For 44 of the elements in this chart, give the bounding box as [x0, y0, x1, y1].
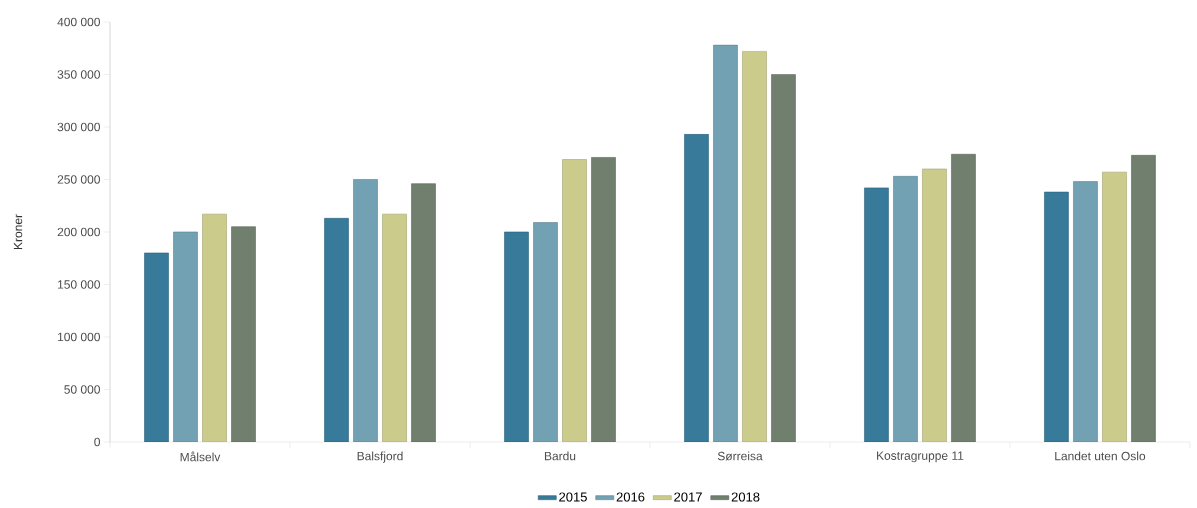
bar	[353, 179, 378, 442]
bar	[411, 183, 436, 442]
bar	[1131, 155, 1156, 442]
bar	[951, 153, 976, 442]
y-tick-label: 0	[94, 437, 101, 447]
legend-label: 2015	[559, 492, 587, 502]
bar	[173, 231, 198, 442]
legend-label: 2017	[674, 492, 702, 502]
bar	[504, 231, 529, 442]
bar	[202, 213, 227, 442]
bar	[713, 44, 738, 442]
bar	[1044, 191, 1069, 442]
x-tick-label: Bardu	[544, 451, 576, 461]
y-tick-label: 100 000	[58, 332, 100, 342]
y-tick-label: 400 000	[57, 17, 100, 27]
x-tick-label: Sørreisa	[717, 451, 763, 461]
bar	[562, 159, 587, 442]
y-tick-label: 350 000	[57, 70, 100, 79]
x-tick-label: Balsfjord	[357, 451, 403, 463]
y-tick-label: 250 000	[57, 175, 100, 184]
x-tick-label: Landet uten Oslo	[1055, 451, 1146, 461]
bar	[684, 134, 709, 442]
y-tick-label: 50 000	[64, 385, 100, 394]
bar	[771, 74, 796, 442]
y-axis-title: Kroner	[13, 214, 23, 250]
bar	[1073, 181, 1098, 442]
x-tick-label: Kostragruppe 11	[877, 451, 964, 463]
bar	[591, 157, 616, 442]
bar	[324, 218, 349, 442]
y-tick-label: 300 000	[57, 122, 100, 132]
bar	[922, 168, 947, 442]
bar	[533, 222, 558, 442]
y-tick-label: 200 000	[57, 227, 100, 237]
bar	[893, 176, 918, 442]
legend-label: 2016	[616, 492, 645, 502]
bar	[144, 252, 169, 442]
bar	[1102, 171, 1127, 442]
bar	[742, 51, 767, 442]
legend-label: 2018	[731, 492, 760, 502]
bar	[864, 187, 889, 442]
bar	[231, 226, 256, 442]
bar	[382, 213, 407, 442]
x-tick-label: Målselv	[180, 451, 221, 462]
y-tick-label: 150 000	[58, 280, 100, 289]
